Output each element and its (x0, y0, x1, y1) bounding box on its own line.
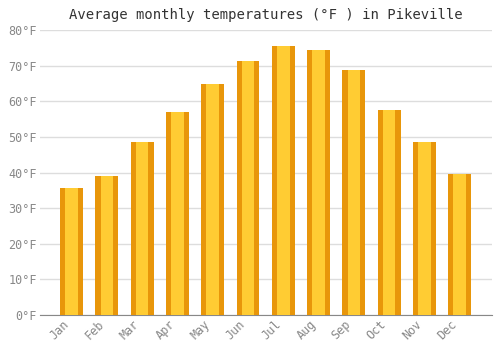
Bar (413, 142, 436, 315)
Bar (206, 84, 219, 315)
Bar (130, 142, 154, 315)
Bar (60, 189, 83, 315)
Bar (171, 112, 184, 315)
Title: Average monthly temperatures (°F ) in Pikeville: Average monthly temperatures (°F ) in Pi… (69, 8, 462, 22)
Bar (242, 61, 254, 315)
Bar (166, 112, 189, 315)
Bar (378, 110, 400, 315)
Bar (96, 176, 118, 315)
Bar (418, 142, 430, 315)
Bar (272, 47, 294, 315)
Bar (342, 70, 365, 315)
Bar (136, 142, 148, 315)
Bar (383, 110, 396, 315)
Bar (448, 174, 471, 315)
Bar (202, 84, 224, 315)
Bar (348, 70, 360, 315)
Bar (66, 189, 78, 315)
Bar (100, 176, 113, 315)
Bar (312, 50, 325, 315)
Bar (277, 47, 289, 315)
Bar (454, 174, 466, 315)
Bar (307, 50, 330, 315)
Bar (236, 61, 260, 315)
